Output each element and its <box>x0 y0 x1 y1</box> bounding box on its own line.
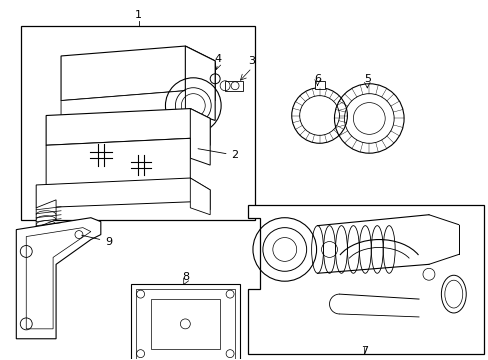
Polygon shape <box>247 205 483 354</box>
Text: 3: 3 <box>248 56 255 66</box>
Polygon shape <box>190 109 210 165</box>
Polygon shape <box>36 178 210 210</box>
Bar <box>314 81 324 89</box>
Bar <box>224 81 243 91</box>
Bar <box>135 289 235 359</box>
Text: 8: 8 <box>182 272 188 282</box>
Polygon shape <box>16 218 101 339</box>
Text: 9: 9 <box>81 235 112 247</box>
Text: 5: 5 <box>363 74 370 84</box>
Polygon shape <box>185 46 215 121</box>
Polygon shape <box>36 200 56 228</box>
Text: 7: 7 <box>360 346 367 356</box>
Text: 1: 1 <box>135 10 142 20</box>
Polygon shape <box>61 91 185 121</box>
Polygon shape <box>190 178 210 215</box>
Polygon shape <box>61 46 215 100</box>
Text: 6: 6 <box>313 74 321 84</box>
Text: 2: 2 <box>198 149 238 160</box>
Bar <box>150 299 220 349</box>
Bar <box>130 284 240 360</box>
Polygon shape <box>46 138 190 185</box>
Polygon shape <box>26 228 91 329</box>
Text: 4: 4 <box>214 54 221 64</box>
Bar <box>21 26 254 220</box>
Polygon shape <box>46 109 210 145</box>
